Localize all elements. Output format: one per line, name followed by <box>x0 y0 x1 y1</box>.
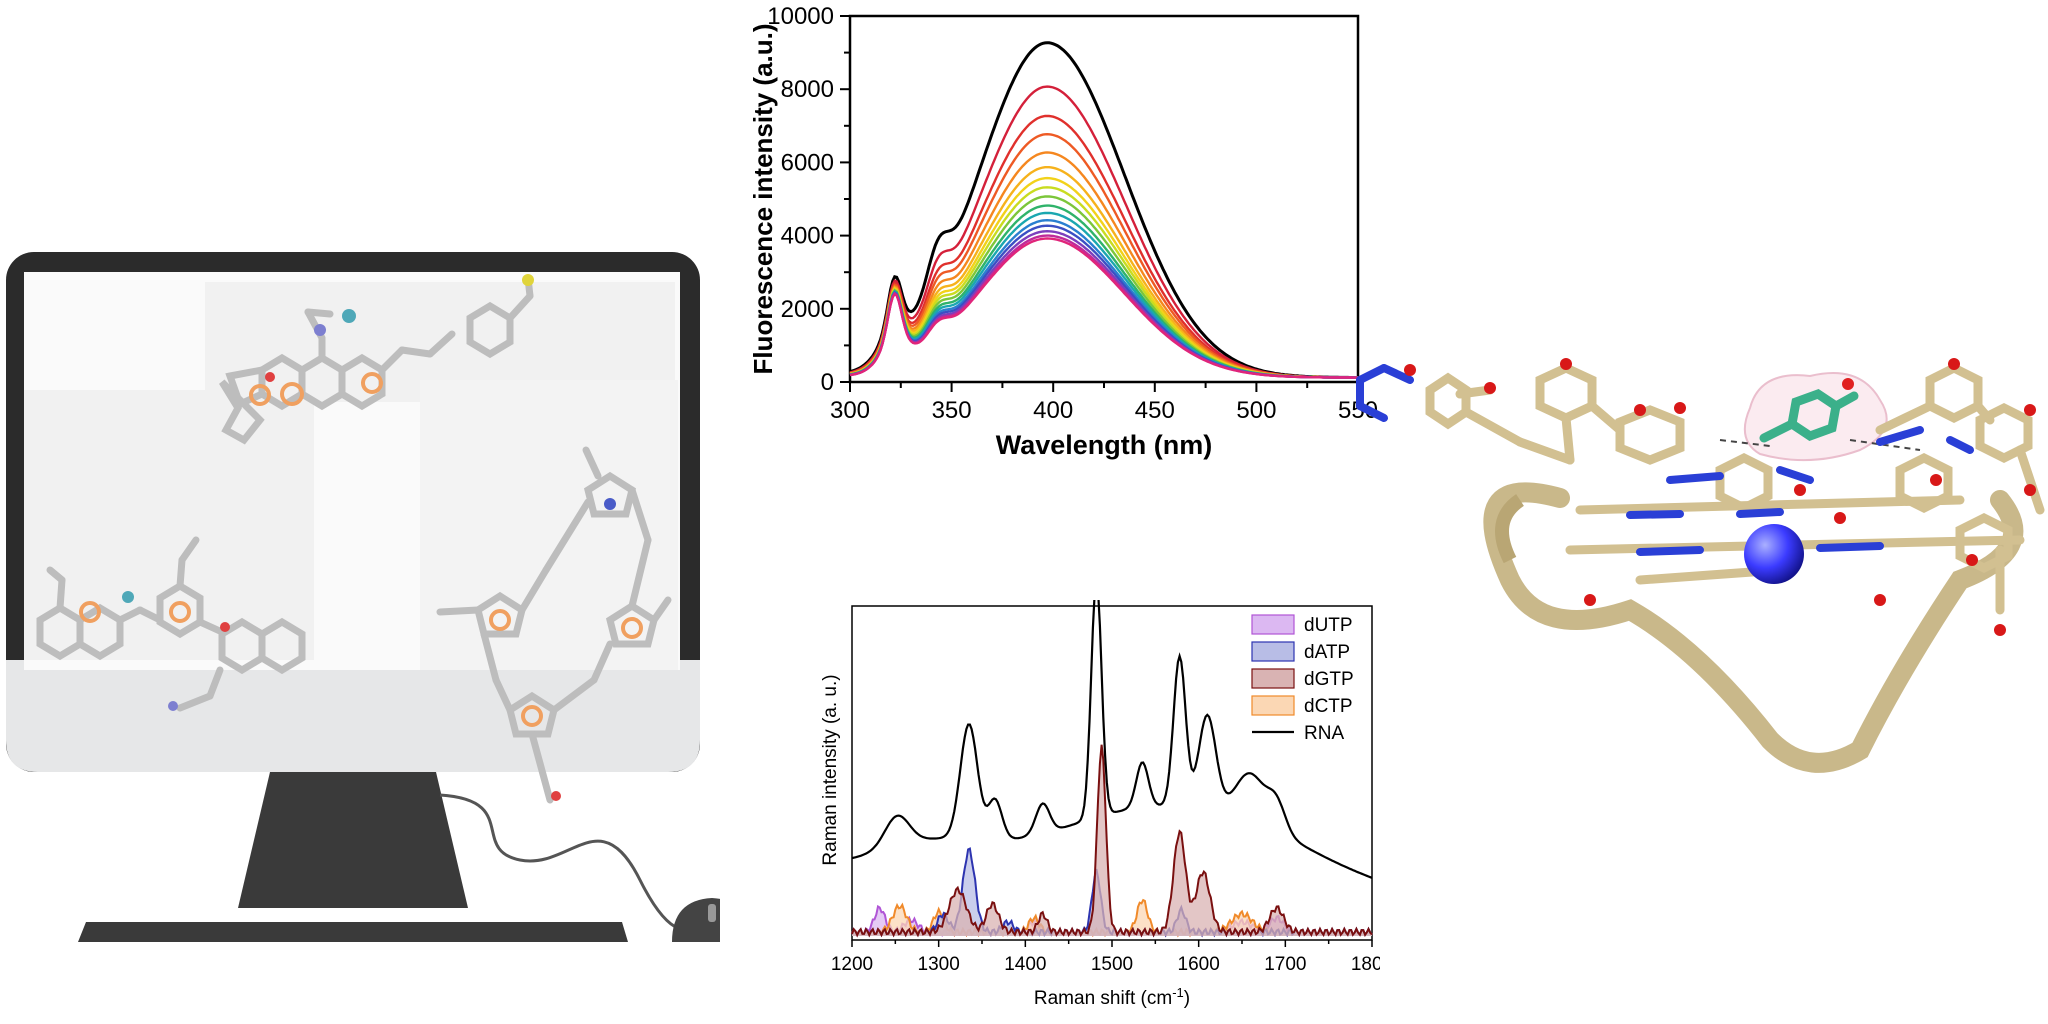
fl-x-tick-label: 450 <box>1135 397 1175 424</box>
fl-y-tick-label: 6000 <box>781 149 834 176</box>
fl-y-tick-label: 10000 <box>767 3 834 30</box>
oxygen-atoms <box>1404 358 2036 636</box>
fl-x-tick-label: 350 <box>932 397 972 424</box>
raman-series <box>851 600 1373 938</box>
fluorescence-chart: 300 350 400 450 500 5500200040006000800010000… <box>748 3 1378 460</box>
fluorescence-y-label: Fluorescence intensity (a.u.) <box>748 23 778 374</box>
fl-y-tick-label: 0 <box>821 369 834 396</box>
raman-line-RNA <box>851 600 1373 879</box>
legend-label-dCTP: dCTP <box>1304 696 1353 717</box>
molecule-3 <box>436 446 672 804</box>
keyboard <box>78 922 628 942</box>
fl-x-tick-label: 300 <box>830 397 870 424</box>
nitrogen-atoms <box>1356 364 1974 556</box>
rm-x-tick-label: 1600 <box>1178 954 1220 975</box>
rm-x-tick-label: 1800 <box>1351 954 1380 975</box>
fl-y-tick-label: 4000 <box>781 223 834 250</box>
raman-x-label: Raman shift (cm-1) <box>1034 985 1190 1009</box>
raman-legend: dUTP dATP dGTP dCTP RNA <box>1251 614 1354 744</box>
rm-x-tick-label: 1500 <box>1091 954 1133 975</box>
raman-y-label: Raman intensity (a. u.) <box>820 674 841 865</box>
rm-x-tick-label: 1400 <box>1004 954 1046 975</box>
ligand <box>1759 388 1859 443</box>
backbone-ribbon <box>1483 482 2024 773</box>
legend-swatch-dUTP <box>1251 614 1295 635</box>
legend-label-dUTP: dUTP <box>1304 615 1353 636</box>
computer-illustration <box>6 252 720 942</box>
rm-x-tick-label: 1700 <box>1264 954 1306 975</box>
molecule-2 <box>36 536 306 712</box>
fluorescence-series <box>849 41 1359 379</box>
legend-swatch-dCTP <box>1251 695 1295 716</box>
fl-x-tick-label: 500 <box>1236 397 1276 424</box>
rm-x-tick-label: 1300 <box>918 954 960 975</box>
legend-swatch-dGTP <box>1251 668 1295 689</box>
fl-y-tick-label: 2000 <box>781 296 834 323</box>
monitor-chin <box>6 660 700 772</box>
mouse-cable <box>439 793 711 932</box>
raman-chart: 1200 1300 1400 1500 1600 1700 1800 dUTP dATP dGT… <box>820 600 1380 1009</box>
metal-ion <box>1744 524 1804 584</box>
fl-x-tick-label: 400 <box>1033 397 1073 424</box>
legend-swatch-dATP <box>1251 641 1295 662</box>
raman-area-dCTP <box>852 900 1372 936</box>
legend-label-RNA: RNA <box>1304 723 1344 744</box>
fl-y-tick-label: 8000 <box>781 76 834 103</box>
rm-x-tick-label: 1200 <box>831 954 873 975</box>
ligand-surface <box>1743 372 1888 462</box>
fl-series-line <box>849 237 1358 379</box>
monitor-stand <box>238 772 468 908</box>
legend-label-dATP: dATP <box>1304 642 1350 663</box>
raman-axis-ticks: 1200 1300 1400 1500 1600 1700 1800 <box>831 940 1380 975</box>
fluorescence-x-label: Wavelength (nm) <box>996 430 1213 460</box>
raman-line-dGTP <box>851 744 1373 938</box>
raman-area-dGTP <box>852 744 1372 936</box>
rna-structure-illustration <box>1356 358 2045 773</box>
legend-label-dGTP: dGTP <box>1304 669 1354 690</box>
